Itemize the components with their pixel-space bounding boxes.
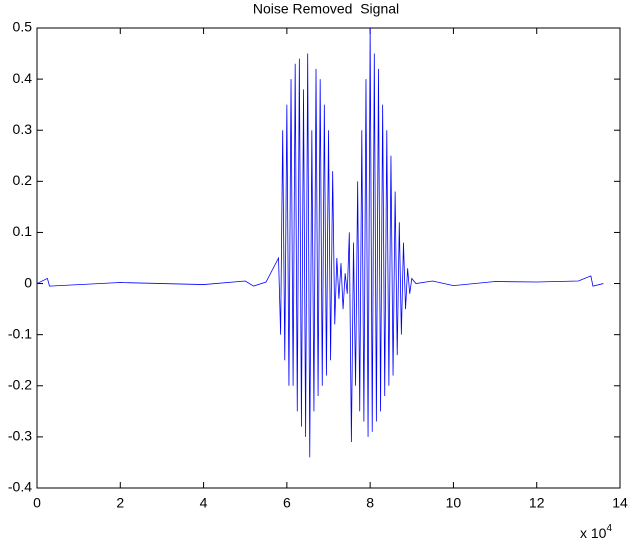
y-tick-label: 0.3 [13, 121, 33, 137]
x-tick-label: 6 [283, 495, 291, 511]
x-multiplier: x 104 [580, 523, 612, 541]
y-tick-label: 0.1 [13, 223, 33, 239]
x-tick-label: 12 [529, 495, 545, 511]
x-tick-label: 0 [33, 495, 41, 511]
x-multiplier-exponent: 4 [606, 523, 612, 534]
y-tick-label: -0.2 [8, 376, 32, 392]
plot-area [36, 27, 621, 489]
x-tick-label: 14 [612, 495, 628, 511]
y-tick-label: -0.1 [8, 325, 32, 341]
y-tick-label: -0.3 [8, 428, 32, 444]
x-tick-label: 10 [446, 495, 462, 511]
chart-title: Noise Removed Signal [253, 1, 399, 17]
signal-line [36, 27, 604, 458]
y-tick-label: 0.4 [13, 70, 33, 86]
y-tick-label: 0.5 [13, 19, 33, 35]
x-tick-label: 2 [116, 495, 124, 511]
x-tick-label: 4 [200, 495, 208, 511]
y-tick-label: 0.2 [13, 172, 33, 188]
x-tick-label: 8 [366, 495, 374, 511]
y-tick-label: 0 [24, 274, 32, 290]
y-tick-label: -0.4 [8, 479, 32, 495]
x-multiplier-base: x 10 [580, 525, 607, 541]
